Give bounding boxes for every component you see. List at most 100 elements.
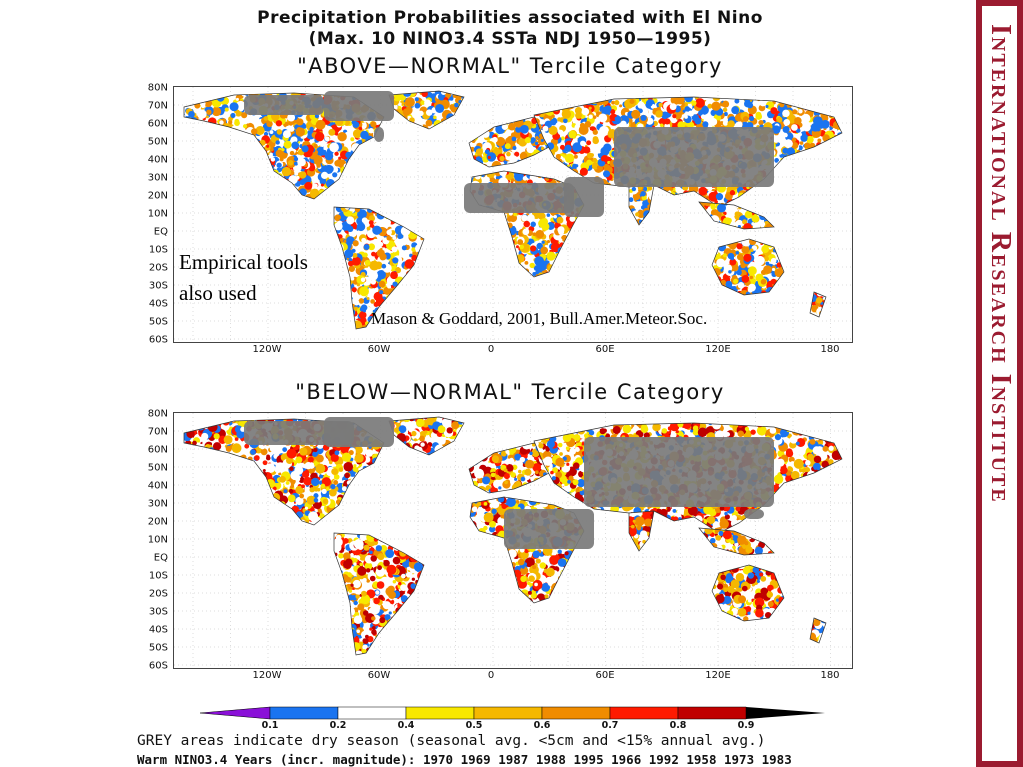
probability-cell: [835, 106, 840, 110]
probability-cell: [534, 97, 539, 106]
probability-cell: [498, 261, 503, 266]
probability-cell: [255, 145, 264, 153]
probability-cell: [592, 137, 599, 145]
probability-cell: [376, 162, 383, 169]
probability-cell: [372, 168, 383, 179]
probability-cell: [246, 144, 254, 152]
probability-cell: [279, 183, 286, 191]
probability-cell: [371, 167, 376, 172]
probability-cell: [629, 217, 633, 224]
probability-cell: [345, 287, 351, 293]
probability-cell: [498, 217, 503, 222]
probability-cell: [575, 267, 584, 277]
probability-cell: [332, 166, 339, 173]
probability-cell: [447, 124, 453, 129]
probability-cell: [410, 217, 417, 224]
probability-cell: [572, 142, 583, 153]
probability-cell: [556, 171, 567, 182]
probability-cell: [835, 199, 840, 204]
probability-cell: [470, 261, 474, 267]
probability-cell: [251, 156, 260, 165]
probability-cell: [289, 194, 297, 199]
probability-cell: [479, 236, 486, 242]
probability-cell: [551, 171, 558, 176]
probability-cell: [492, 254, 502, 264]
probability-cell: [802, 123, 811, 132]
probability-cell: [562, 253, 571, 262]
probability-cell: [806, 152, 814, 160]
probability-cell: [418, 303, 424, 309]
probability-cell: [792, 202, 799, 207]
probability-cell: [187, 143, 198, 153]
probability-cell: [600, 155, 609, 163]
probability-cell: [579, 97, 588, 105]
probability-cell: [282, 130, 291, 139]
probability-cell: [419, 276, 424, 285]
probability-cell: [337, 132, 347, 142]
probability-cell: [561, 109, 572, 119]
probability-cell: [398, 289, 407, 298]
probability-cell: [470, 269, 474, 277]
probability-cell: [253, 117, 259, 122]
probability-cell: [829, 140, 839, 150]
probability-cell: [772, 196, 779, 203]
probability-cell: [405, 97, 415, 108]
probability-cell: [560, 266, 569, 276]
probability-cell: [575, 271, 582, 277]
probability-cell: [203, 136, 211, 143]
probability-cell: [269, 152, 273, 157]
probability-cell: [239, 175, 246, 182]
probability-cell: [534, 97, 538, 101]
probability-cell: [348, 310, 353, 316]
probability-cell: [249, 164, 257, 172]
probability-cell: [774, 201, 782, 207]
probability-cell: [510, 117, 514, 121]
probability-cell: [370, 180, 379, 189]
probability-cell: [372, 172, 382, 183]
probability-cell: [219, 159, 225, 165]
probability-cell: [469, 122, 480, 133]
probability-cell: [554, 167, 560, 174]
probability-cell: [358, 311, 367, 319]
probability-cell: [309, 188, 320, 199]
probability-cell: [208, 160, 218, 170]
probability-cell: [460, 108, 464, 114]
probability-cell: [365, 146, 371, 152]
probability-cell: [229, 102, 239, 112]
probability-cell: [400, 302, 407, 309]
probability-cell: [336, 257, 343, 264]
probability-cell: [421, 91, 428, 98]
probability-cell: [474, 117, 482, 124]
probability-cell: [405, 289, 415, 299]
probability-cell: [504, 143, 511, 150]
probability-cell: [222, 165, 228, 171]
probability-cell: [629, 212, 634, 222]
probability-cell: [372, 171, 376, 175]
probability-cell: [188, 192, 198, 199]
probability-cell: [457, 122, 462, 128]
probability-cell: [699, 226, 703, 229]
probability-cell: [357, 230, 362, 235]
probability-cell: [524, 268, 530, 274]
probability-cell: [794, 117, 802, 125]
probability-cell: [738, 121, 742, 125]
probability-cell: [554, 261, 563, 271]
probability-cell: [392, 207, 403, 216]
probability-cell: [573, 245, 580, 252]
probability-cell: [363, 244, 370, 251]
probability-cell: [385, 209, 394, 218]
probability-cell: [358, 298, 365, 304]
probability-cell: [343, 324, 347, 329]
probability-cell: [774, 196, 782, 204]
probability-cell: [476, 219, 486, 229]
probability-cell: [578, 225, 584, 235]
probability-cell: [252, 144, 261, 153]
probability-cell: [408, 210, 414, 216]
probability-cell: [350, 169, 358, 177]
probability-cell: [351, 119, 357, 125]
lat-tick-label: 80N: [147, 82, 168, 94]
probability-cell: [259, 181, 268, 190]
probability-cell: [572, 163, 578, 169]
probability-cell: [400, 119, 410, 129]
probability-cell: [421, 274, 424, 281]
